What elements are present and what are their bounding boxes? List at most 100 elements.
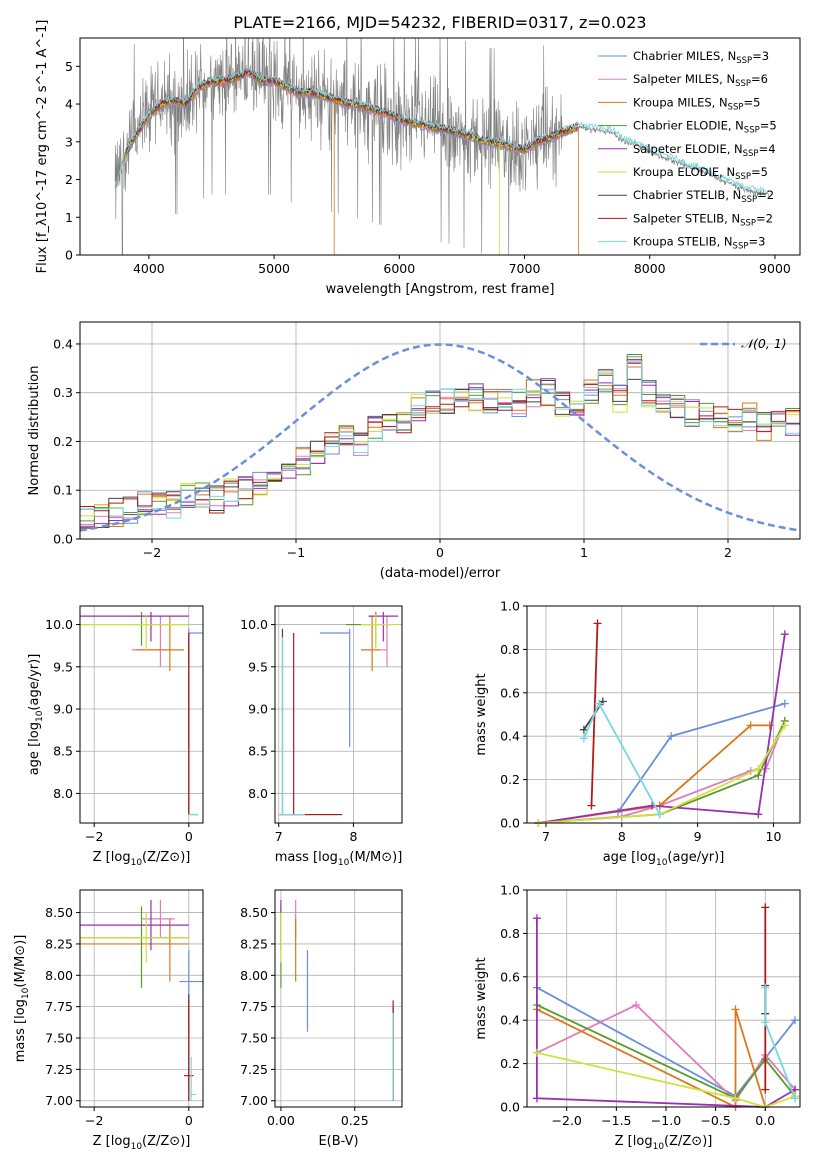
weight-series (534, 721, 774, 827)
x-tick-label: 10 (766, 829, 782, 844)
legend-label: Kroupa STELIB, NSSP=3 (633, 235, 765, 252)
age_vs_weight-xlabel: age [log10(age/yr)] (603, 850, 725, 868)
weight-marker (593, 619, 602, 628)
y-tick-label: 7.50 (240, 1031, 268, 1046)
Z_vs_age-frame (79, 605, 204, 824)
weight-marker (532, 914, 541, 923)
Z_vs_mass-plot (80, 900, 203, 1101)
Z_vs_weight-frame (526, 889, 801, 1108)
weight-marker (532, 1094, 541, 1103)
x-tick-label: −1.5 (601, 1113, 631, 1128)
x-tick-label: 7 (542, 829, 550, 844)
x-tick-label: 0.00 (267, 1113, 295, 1128)
y-tick-label: 0.4 (500, 729, 520, 744)
x-tick-label: −2 (143, 545, 161, 560)
errorbar-point (188, 1056, 196, 1101)
y-tick-label: 0.4 (500, 1013, 520, 1028)
y-tick-label: 7.25 (45, 1062, 73, 1077)
y-tick-label: 3 (65, 134, 73, 149)
Z_vs_mass-ylabel: mass [log10(M/M⊙)] (13, 935, 31, 1063)
weight-line (538, 634, 786, 824)
spectrum-frame (79, 37, 801, 256)
y-tick-label: 8.50 (240, 905, 268, 920)
weight-marker (761, 1085, 770, 1094)
Z_vs_weight-plot (532, 903, 800, 1111)
y-tick-label: 9.0 (248, 702, 268, 717)
y-tick-label: 8.0 (248, 786, 268, 801)
weight-marker (761, 903, 770, 912)
y-tick-label: 0.3 (53, 385, 73, 400)
x-tick-label: 0.25 (341, 1113, 369, 1128)
residuals-legend: 𝒩(0, 1) (700, 336, 787, 351)
weight-marker (667, 732, 676, 741)
legend-label: 𝒩(0, 1) (741, 336, 787, 351)
weight-line (536, 1004, 796, 1100)
y-tick-label: 0.0 (500, 1100, 520, 1115)
errorbar-point (278, 633, 339, 816)
Z_vs_mass-xlabel: Z [log10(Z/Z⊙)] (93, 1134, 191, 1152)
weight-marker (587, 801, 596, 810)
weight-line (764, 987, 796, 1099)
x-tick-label: 7 (275, 829, 283, 844)
histogram-step (80, 374, 800, 539)
histogram-step (80, 354, 800, 539)
Z_vs_weight-ylabel: mass weight (474, 957, 489, 1039)
y-tick-label: 0.8 (500, 642, 520, 657)
weight-series (761, 983, 800, 1103)
weight-marker (765, 721, 774, 730)
y-tick-label: 7.25 (240, 1062, 268, 1077)
EBV_vs_mass-frame (274, 889, 403, 1108)
x-tick-label: 0 (185, 1113, 193, 1128)
legend-label: Kroupa ELODIE, NSSP=5 (633, 165, 768, 182)
y-tick-label: 0.8 (500, 926, 520, 941)
errorbar-point (188, 628, 203, 748)
histogram-step (80, 362, 800, 539)
mass_vs_age-plot (278, 611, 399, 816)
y-tick-label: 0.4 (53, 336, 73, 351)
weight-line (536, 1051, 796, 1108)
chart-layer: 4000 5000 6000 7000 8000 9000012345wavelength… (13, 20, 801, 1152)
y-tick-label: 1.0 (500, 599, 520, 614)
age_vs_weight-plot (534, 619, 789, 827)
y-tick-label: 0 (65, 248, 73, 263)
x-tick-label: 2 (724, 545, 732, 560)
Z_vs_age-panel: −2 0 8.0 8.5 9.0 9.5 10.0 Z [log10(Z/Z⊙)] age [l… (27, 605, 204, 868)
x-tick-label: −2.0 (552, 1113, 582, 1128)
x-tick-label: 0.0 (755, 1113, 775, 1128)
weight-marker (754, 764, 763, 773)
x-tick-label: 9 (694, 829, 702, 844)
y-tick-label: 1.0 (500, 883, 520, 898)
y-tick-label: 5 (65, 59, 73, 74)
histogram-step (80, 360, 800, 539)
errorbar-point (319, 628, 351, 748)
y-tick-label: 7.75 (45, 999, 73, 1014)
spectrum-xlabel: wavelength [Angstrom, rest frame] (326, 282, 555, 297)
gaussian-curve (80, 343, 800, 532)
histogram-step (80, 358, 800, 539)
y-tick-label: 8.25 (45, 936, 73, 951)
residuals-panel: −2 −1 0 1 2 0.0 0.1 0.2 0.3 0.4 (data-model)/error… (27, 321, 801, 581)
EBV_vs_mass-panel: 0.00 0.25 7.00 7.25 7.50 7.75 8.00 8.25 8.50 E(B-… (240, 889, 403, 1149)
errorbar-point (80, 900, 189, 951)
mass_vs_age-frame (274, 605, 403, 824)
legend-label: Kroupa MILES, NSSP=5 (633, 95, 760, 112)
Z_vs_weight-xlabel: Z [log10(Z/Z⊙)] (615, 1134, 713, 1152)
y-tick-label: 2 (65, 172, 73, 187)
residuals-xlabel: (data-model)/error (380, 566, 501, 581)
errorbar-point (80, 611, 189, 646)
EBV_vs_mass-plot (280, 900, 394, 1101)
y-tick-label: 0.6 (500, 969, 520, 984)
weight-marker (532, 1048, 541, 1057)
age_vs_weight-ylabel: mass weight (474, 673, 489, 755)
weight-marker (780, 630, 789, 639)
weight-marker (761, 983, 770, 992)
x-tick-label: 0 (185, 829, 193, 844)
weight-marker (754, 810, 763, 819)
errorbar-point (278, 637, 305, 816)
errorbar-point (141, 900, 175, 938)
y-tick-label: 7.00 (240, 1093, 268, 1108)
errorbar-point (179, 950, 203, 1032)
y-tick-label: 10.0 (240, 617, 268, 632)
spectrum-plot (114, 38, 769, 255)
